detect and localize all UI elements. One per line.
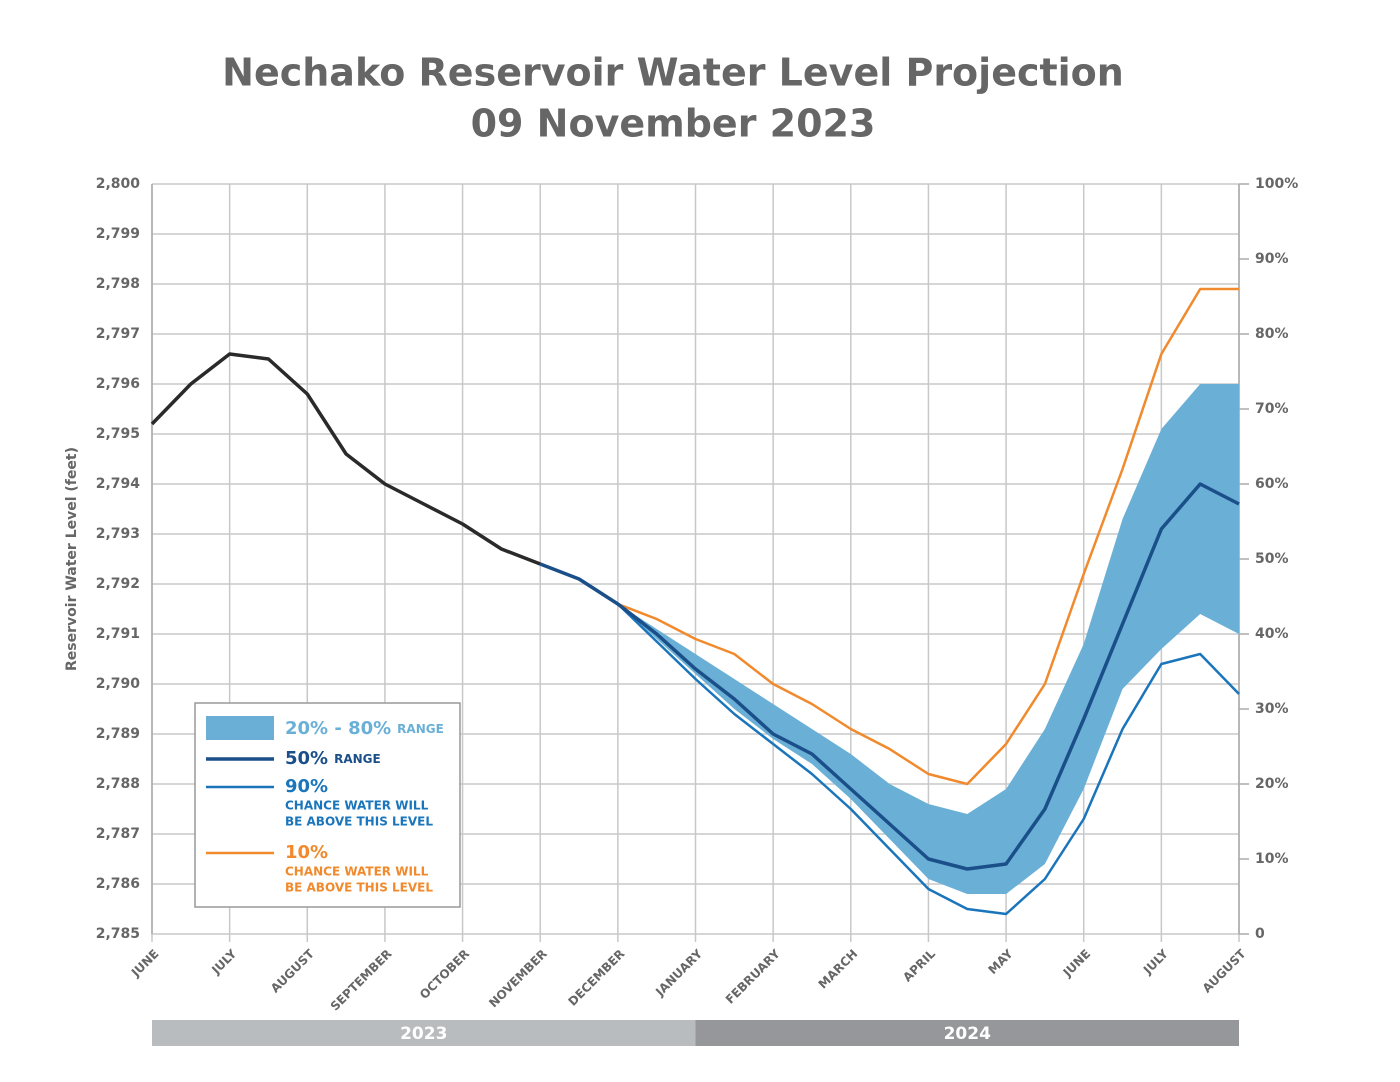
chart-title: Nechako Reservoir Water Level Projection <box>222 51 1124 95</box>
legend-swatch <box>206 716 274 740</box>
y-tick-label: 2,790 <box>96 676 141 692</box>
year-bar <box>695 1020 1239 1046</box>
y-tick-label: 2,796 <box>96 376 140 392</box>
y-tick-label: 2,787 <box>96 826 140 842</box>
legend-note: RANGE <box>334 752 381 766</box>
x-tick-label: SEPTEMBER <box>328 947 395 1014</box>
x-tick-label: JUNE <box>1060 947 1094 981</box>
x-tick-label: JANUARY <box>652 946 705 999</box>
y-tick-label: 2,793 <box>96 526 140 542</box>
year-label: 2023 <box>400 1024 447 1044</box>
y2-tick-label: 50% <box>1255 551 1289 567</box>
year-bar <box>152 1020 696 1046</box>
y-tick-label: 2,785 <box>96 926 140 942</box>
legend-name: 90% <box>285 776 328 797</box>
y2-tick-label: 20% <box>1255 776 1289 792</box>
y-tick-label: 2,797 <box>96 326 140 342</box>
legend-description: BE ABOVE THIS LEVEL <box>285 881 433 895</box>
range-band <box>579 384 1239 894</box>
y-tick-label: 2,788 <box>96 776 140 792</box>
legend-description: CHANCE WATER WILL <box>285 799 429 813</box>
y2-tick-label: 60% <box>1255 476 1289 492</box>
y2-tick-label: 80% <box>1255 326 1289 342</box>
legend-label: 10% <box>285 842 328 863</box>
legend-label: 50% RANGE <box>285 748 381 769</box>
y-tick-label: 2,792 <box>96 576 140 592</box>
series-line <box>150 352 541 566</box>
y2-tick-label: 0 <box>1255 926 1265 942</box>
x-tick-label: AUGUST <box>268 946 317 995</box>
x-tick-label: NOVEMBER <box>486 947 550 1011</box>
y2-tick-label: 10% <box>1255 851 1289 867</box>
legend-label: 20% - 80% RANGE <box>285 718 444 739</box>
chart-subtitle: 09 November 2023 <box>471 102 876 146</box>
y-tick-label: 2,794 <box>96 476 141 492</box>
x-tick-label: APRIL <box>900 946 938 984</box>
y-tick-label: 2,800 <box>96 176 141 192</box>
legend-name: 20% - 80% <box>285 718 391 739</box>
year-label: 2024 <box>944 1024 991 1044</box>
y-tick-label: 2,791 <box>96 626 140 642</box>
y2-tick-label: 30% <box>1255 701 1289 717</box>
y-tick-label: 2,786 <box>96 876 140 892</box>
legend-name: 10% <box>285 842 328 863</box>
x-tick-label: MARCH <box>816 947 861 992</box>
legend-label: 90% <box>285 776 328 797</box>
x-tick-label: JULY <box>208 946 239 977</box>
x-tick-label: DECEMBER <box>565 947 627 1009</box>
y-tick-label: 2,798 <box>96 276 140 292</box>
x-tick-label: AUGUST <box>1200 946 1249 995</box>
x-tick-label: MAY <box>985 946 1015 976</box>
legend-description: BE ABOVE THIS LEVEL <box>285 815 433 829</box>
x-tick-label: JULY <box>1140 946 1171 977</box>
legend-note: RANGE <box>397 722 444 736</box>
series-line <box>539 287 1239 786</box>
x-tick-label: FEBRUARY <box>723 946 783 1006</box>
y-tick-label: 2,789 <box>96 726 140 742</box>
y2-tick-label: 100% <box>1255 176 1298 192</box>
legend-name: 50% <box>285 748 328 769</box>
x-tick-label: OCTOBER <box>417 947 472 1002</box>
x-tick-label: JUNE <box>128 947 162 981</box>
series-line <box>539 562 1240 916</box>
y2-tick-label: 40% <box>1255 626 1289 642</box>
legend: 20% - 80% RANGE 50% RANGE 90% CHANCE WATER WI… <box>194 702 461 908</box>
y2-tick-label: 90% <box>1255 251 1289 267</box>
y-tick-label: 2,799 <box>96 226 140 242</box>
legend-description: CHANCE WATER WILL <box>285 865 429 879</box>
y2-tick-label: 70% <box>1255 401 1289 417</box>
y-axis-label: Reservoir Water Level (feet) <box>64 447 80 671</box>
series-line <box>539 482 1240 871</box>
y-tick-label: 2,795 <box>96 426 140 442</box>
